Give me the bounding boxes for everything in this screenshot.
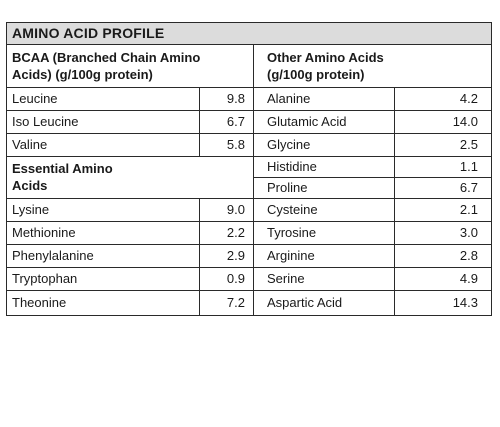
- amino-name: Glycine: [267, 137, 311, 152]
- amino-name: Iso Leucine: [12, 114, 79, 129]
- row-rule: [253, 133, 491, 134]
- bcaa-header: BCAA (Branched Chain Amino Acids) (g/100…: [12, 49, 200, 83]
- row-rule: [253, 244, 491, 245]
- left-value-divider-bottom: [199, 198, 200, 316]
- table-title: AMINO ACID PROFILE: [12, 25, 165, 41]
- row-rule: [7, 198, 253, 199]
- row-rule: [253, 290, 491, 291]
- amino-name: Proline: [267, 180, 308, 195]
- row-rule: [7, 267, 253, 268]
- left-value-divider-top: [199, 87, 200, 156]
- row-rule: [253, 221, 491, 222]
- row-rule: [7, 133, 253, 134]
- amino-name: Theonine: [12, 295, 67, 310]
- amino-value: 2.5: [459, 137, 478, 152]
- essential-header-line: Acids: [12, 178, 48, 193]
- amino-value: 14.3: [452, 295, 478, 310]
- amino-name: Cysteine: [267, 202, 318, 217]
- amino-name: Leucine: [12, 91, 58, 106]
- amino-name: Tyrosine: [267, 225, 317, 240]
- amino-name: Lysine: [12, 202, 50, 217]
- amino-value: 9.8: [226, 91, 245, 106]
- row-rule: [7, 156, 253, 157]
- amino-value: 7.2: [226, 295, 245, 310]
- amino-name: Valine: [12, 137, 48, 152]
- header-rule: [7, 87, 491, 88]
- row-rule: [253, 110, 491, 111]
- amino-value: 0.9: [226, 271, 245, 286]
- amino-name: Phenylalanine: [12, 248, 94, 263]
- row-rule: [7, 244, 253, 245]
- amino-name: Alanine: [267, 91, 311, 106]
- amino-value: 2.1: [459, 202, 478, 217]
- row-rule: [7, 110, 253, 111]
- other-header: Other Amino Acids (g/100g protein): [267, 49, 384, 83]
- other-header-line: (g/100g protein): [267, 67, 365, 82]
- row-rule: [7, 221, 253, 222]
- title-bar: AMINO ACID PROFILE: [7, 23, 491, 45]
- amino-value: 5.8: [226, 137, 245, 152]
- row-rule: [253, 267, 491, 268]
- amino-value: 4.2: [459, 91, 478, 106]
- amino-acid-table: AMINO ACID PROFILE BCAA (Branched Chain …: [6, 22, 492, 316]
- row-rule: [253, 177, 491, 178]
- row-rule: [7, 290, 253, 291]
- amino-name: Serine: [267, 271, 305, 286]
- bcaa-header-line: Acids) (g/100g protein): [12, 67, 153, 82]
- center-divider: [253, 44, 254, 316]
- amino-value: 4.9: [459, 271, 478, 286]
- amino-name: Histidine: [267, 159, 317, 174]
- amino-value: 3.0: [459, 225, 478, 240]
- amino-value: 2.2: [226, 225, 245, 240]
- amino-name: Methionine: [12, 225, 76, 240]
- amino-name: Arginine: [267, 248, 315, 263]
- amino-name: Glutamic Acid: [267, 114, 347, 129]
- amino-value: 9.0: [226, 202, 245, 217]
- row-rule: [253, 156, 491, 157]
- amino-value: 2.8: [459, 248, 478, 263]
- amino-value: 2.9: [226, 248, 245, 263]
- amino-value: 1.1: [459, 159, 478, 174]
- bcaa-header-line: BCAA (Branched Chain Amino: [12, 50, 201, 65]
- amino-value: 14.0: [452, 114, 478, 129]
- amino-name: Aspartic Acid: [267, 295, 343, 310]
- row-rule: [253, 198, 491, 199]
- other-header-line: Other Amino Acids: [267, 50, 384, 65]
- essential-header: Essential Amino Acids: [12, 160, 113, 194]
- essential-header-line: Essential Amino: [12, 161, 113, 176]
- amino-name: Tryptophan: [12, 271, 78, 286]
- amino-value: 6.7: [226, 114, 245, 129]
- amino-value: 6.7: [459, 180, 478, 195]
- right-value-divider: [394, 87, 395, 316]
